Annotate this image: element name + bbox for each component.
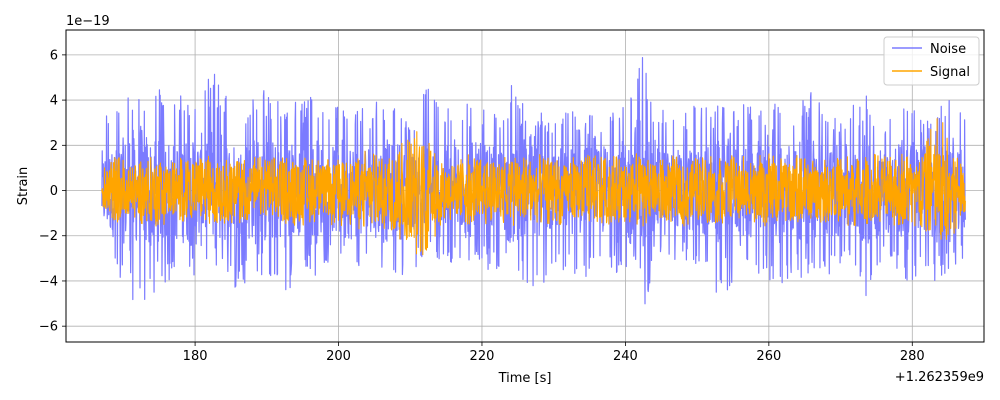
y-tick-label: 2 xyxy=(50,139,58,154)
y-tick-label: −4 xyxy=(39,274,58,289)
legend: Noise Signal xyxy=(883,36,980,86)
x-tick-label: 260 xyxy=(756,349,781,364)
plot-frame xyxy=(65,29,985,343)
x-tick-label: 200 xyxy=(326,349,351,364)
x-offset-label: +1.262359e9 xyxy=(895,370,984,385)
legend-box xyxy=(883,36,980,86)
legend-label-signal: Signal xyxy=(930,65,970,80)
y-tick-label: −2 xyxy=(39,229,58,244)
y-tick-label: 4 xyxy=(50,94,58,109)
x-tick-label: 180 xyxy=(183,349,208,364)
y-tick-label: 6 xyxy=(50,48,58,63)
y-scale-label: 1e−19 xyxy=(66,14,110,29)
x-tick-label: 220 xyxy=(470,349,495,364)
x-axis-label: Time [s] xyxy=(498,371,552,386)
y-axis-label: Strain xyxy=(16,167,31,206)
series-line-signal xyxy=(101,118,966,256)
axis-ticks: 180 200 220 240 260 280 −6 −4 −2 0 2 4 6 xyxy=(39,48,925,364)
series-layer xyxy=(101,57,966,305)
x-tick-label: 240 xyxy=(613,349,638,364)
x-tick-label: 280 xyxy=(900,349,925,364)
y-tick-label: 0 xyxy=(50,184,58,199)
legend-label-noise: Noise xyxy=(930,42,966,57)
y-tick-label: −6 xyxy=(39,320,58,335)
